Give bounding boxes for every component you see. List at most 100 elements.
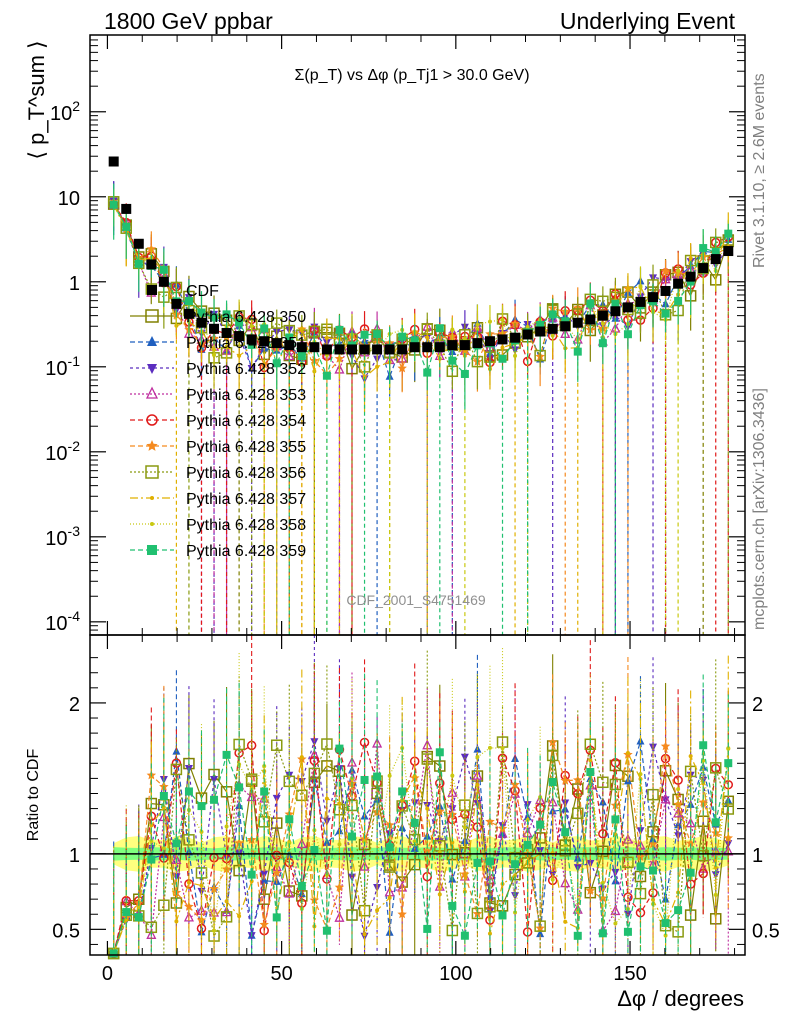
main-point [676, 268, 681, 273]
ratio-series-line [113, 745, 729, 954]
ratio-point [686, 868, 695, 877]
cdf-point [597, 310, 608, 321]
cdf-point [447, 340, 458, 351]
legend-entry: Pythia 6.428 353 [130, 386, 306, 404]
ratio-point [713, 892, 718, 897]
ratio-point [247, 870, 256, 879]
ratio-point [161, 805, 166, 810]
cdf-point [234, 331, 245, 342]
ratio-point [661, 919, 670, 928]
main-series-cdf [108, 156, 734, 355]
ratio-point [412, 839, 417, 844]
y-tick-label: 10-2 [45, 438, 80, 465]
ratio-point [660, 741, 671, 751]
legend-marker [146, 414, 158, 426]
ratio-point [709, 762, 722, 774]
y-tick-label: 10-1 [45, 353, 80, 380]
y-tick-label: 10 [58, 188, 80, 210]
ratio-point [260, 787, 269, 796]
main-point [661, 309, 670, 318]
ratio-point [410, 818, 419, 827]
ratio-point [285, 815, 294, 824]
cdf-point [484, 336, 495, 347]
ratio-point [673, 807, 684, 818]
ratio-point [487, 745, 492, 750]
ratio-point [625, 751, 630, 756]
ratio-point [660, 793, 671, 804]
main-series-1 [107, 188, 735, 635]
cdf-point [309, 342, 320, 353]
legend-marker [146, 440, 158, 451]
ratio-point [450, 840, 455, 845]
ratio-point [149, 823, 154, 828]
main-point [375, 364, 380, 369]
ratio-point [199, 829, 204, 834]
ratio-point [585, 885, 596, 895]
cdf-point [384, 344, 395, 355]
cdf-point [610, 306, 621, 317]
main-point [324, 335, 329, 340]
cdf-point [183, 308, 194, 319]
main-point [299, 326, 304, 331]
cdf-point [547, 323, 558, 334]
cdf-point [635, 296, 646, 307]
cdf-point [221, 327, 232, 338]
ratio-point [149, 838, 154, 843]
ratio-frame [89, 634, 746, 956]
legend: CDF Pythia 6.428 350 Pythia 6.428 351 Pythi… [130, 283, 306, 560]
cdf-point [472, 338, 483, 349]
legend-entry: Pythia 6.428 357 [130, 491, 306, 508]
legend-entry: Pythia 6.428 351 [130, 335, 306, 352]
main-point [210, 313, 219, 322]
ratio-point [498, 911, 507, 920]
ratio-point [284, 887, 295, 898]
legend-label: Pythia 6.428 358 [186, 517, 306, 534]
legend-entry: Pythia 6.428 350 [130, 309, 306, 326]
ratio-point [272, 913, 281, 922]
main-series-line [113, 205, 729, 366]
ratio-point [161, 846, 166, 851]
x-axis-label: Δφ / degrees [617, 986, 744, 1011]
main-point [272, 359, 281, 368]
ratio-point [663, 933, 668, 938]
ratio-point [321, 738, 333, 750]
legend-entry: Pythia 6.428 359 [130, 543, 306, 560]
x-tick-label: 50 [270, 963, 292, 985]
main-point [435, 324, 444, 333]
main-point [122, 222, 131, 231]
main-point [460, 369, 469, 378]
ratio-y-tick-label-right: 2 [752, 694, 763, 716]
ratio-point [425, 806, 430, 811]
legend-entry: Pythia 6.428 358 [130, 517, 306, 534]
x-tick-label: 150 [613, 963, 646, 985]
cdf-point [271, 338, 282, 349]
cdf-point [359, 344, 370, 355]
cdf-point [723, 246, 734, 257]
legend-marker [147, 364, 157, 374]
main-point [197, 308, 206, 317]
ratio-point [362, 932, 367, 937]
ratio-point [697, 849, 709, 862]
x-tick-label: 0 [102, 963, 113, 985]
cdf-point [158, 276, 169, 287]
ratio-point [523, 840, 532, 849]
ratio-point [224, 824, 229, 829]
ratio-point [673, 799, 683, 809]
cdf-point [560, 321, 571, 332]
ratio-point [249, 879, 254, 884]
legend-entry: Pythia 6.428 355 [130, 439, 306, 456]
ratio-point [397, 909, 407, 919]
ratio-point [435, 748, 444, 757]
cdf-point [698, 263, 709, 274]
cdf-point [296, 342, 307, 353]
ratio-point [212, 928, 217, 933]
ratio-point [310, 845, 319, 854]
main-point [398, 332, 407, 341]
main-point [410, 336, 419, 345]
main-series-10 [109, 183, 733, 635]
rivet-label: Rivet 3.1.10, ≥ 2.6M events [751, 73, 768, 268]
ratio-point [310, 738, 319, 747]
cdf-point [397, 344, 408, 355]
main-point [586, 299, 595, 308]
main-point [285, 333, 294, 342]
